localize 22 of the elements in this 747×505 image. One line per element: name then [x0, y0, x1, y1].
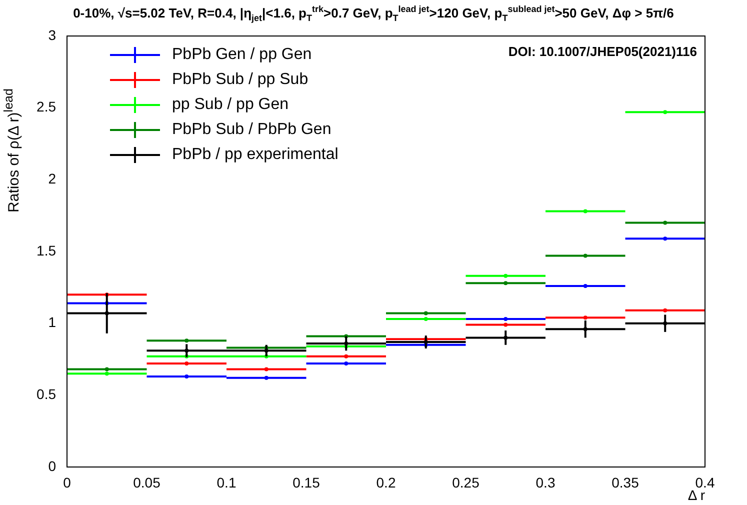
y-tick-label: 2.5 [36, 98, 56, 115]
y-tick-label: 1 [48, 314, 56, 330]
x-tick-label: 0 [63, 474, 72, 490]
legend-label: PbPb / pp experimental [172, 146, 338, 164]
legend-label: PbPb Sub / PbPb Gen [172, 120, 332, 138]
legend-label: pp Sub / pp Gen [172, 96, 289, 114]
chart-title: 0-10%, √s=5.02 TeV, R=0.4, |η$_{jet}$|<1.6, p$_{T}$$^{trk}$>0.7 GeV, p$_{T}$$^{lead jet}$>120 GeV, p$_{T}$$^{sublead jet}$>50 GeV, Δφ > 5π/6 [73, 4, 674, 23]
y-tick-label: 3 [48, 26, 56, 43]
x-tick-label: 0.2 [376, 474, 396, 490]
legend-label: PbPb Sub / pp Sub [172, 70, 308, 88]
y-tick-label: 1.5 [36, 242, 56, 258]
y-tick-label: 0.5 [36, 386, 56, 402]
x-tick-label: 0.05 [133, 474, 161, 490]
x-tick-label: 0.25 [452, 474, 480, 490]
x-tick-label: 0.3 [536, 474, 556, 490]
x-tick-label: 0.35 [612, 474, 640, 490]
y-tick-label: 0 [48, 458, 56, 474]
x-tick-label: 0.1 [216, 474, 236, 490]
y-tick-label: 2 [48, 170, 56, 187]
annotation: DOI: 10.1007/JHEP05(2021)116 [508, 44, 697, 59]
legend-label: PbPb Gen / pp Gen [172, 46, 312, 64]
x-tick-label: 0.15 [292, 474, 320, 490]
